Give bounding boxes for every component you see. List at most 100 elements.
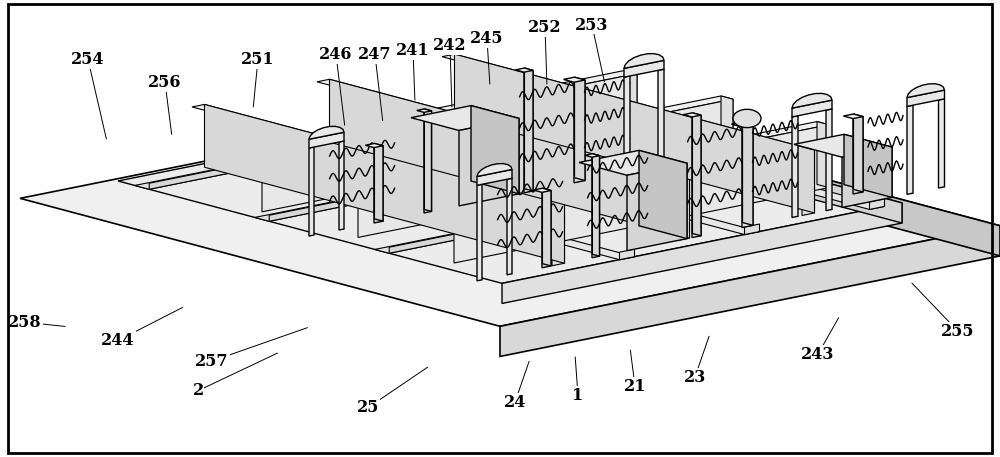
Text: 23: 23: [684, 368, 706, 386]
Polygon shape: [520, 98, 1000, 256]
Text: 256: 256: [148, 74, 182, 91]
Text: 1: 1: [572, 387, 584, 404]
Polygon shape: [442, 122, 829, 200]
Polygon shape: [677, 175, 690, 240]
Ellipse shape: [733, 109, 761, 128]
Polygon shape: [309, 132, 344, 148]
Polygon shape: [518, 101, 902, 223]
Polygon shape: [502, 203, 902, 303]
Polygon shape: [842, 147, 892, 207]
Polygon shape: [907, 90, 944, 106]
Polygon shape: [574, 80, 585, 183]
Polygon shape: [792, 100, 832, 117]
Polygon shape: [500, 226, 1000, 356]
Polygon shape: [262, 74, 637, 212]
Polygon shape: [624, 76, 630, 173]
Polygon shape: [844, 134, 892, 197]
Polygon shape: [731, 122, 753, 127]
Polygon shape: [624, 53, 664, 69]
Polygon shape: [619, 249, 635, 260]
Polygon shape: [624, 60, 664, 77]
Polygon shape: [542, 188, 551, 266]
Polygon shape: [250, 70, 637, 149]
Polygon shape: [683, 113, 701, 117]
Polygon shape: [375, 169, 789, 253]
Polygon shape: [542, 191, 551, 268]
Text: 258: 258: [8, 314, 42, 331]
Polygon shape: [118, 101, 902, 283]
Polygon shape: [507, 178, 512, 275]
Polygon shape: [192, 104, 564, 203]
Polygon shape: [639, 150, 687, 239]
Text: 245: 245: [470, 30, 504, 48]
Text: 2: 2: [192, 382, 204, 399]
Text: 246: 246: [319, 46, 353, 64]
Polygon shape: [374, 143, 383, 221]
Text: 257: 257: [195, 352, 229, 370]
Text: 244: 244: [101, 332, 135, 349]
Polygon shape: [236, 154, 635, 260]
Polygon shape: [515, 68, 533, 72]
Text: 247: 247: [358, 46, 392, 64]
Polygon shape: [477, 170, 512, 186]
Polygon shape: [309, 127, 344, 139]
Text: 251: 251: [241, 51, 275, 68]
Text: 241: 241: [396, 42, 430, 59]
Polygon shape: [907, 84, 944, 98]
Polygon shape: [938, 99, 944, 188]
Text: 24: 24: [504, 393, 526, 411]
Text: 254: 254: [71, 51, 105, 68]
Polygon shape: [330, 80, 690, 238]
Polygon shape: [374, 146, 383, 223]
Text: 252: 252: [528, 19, 562, 36]
Polygon shape: [742, 125, 753, 228]
Polygon shape: [389, 167, 789, 253]
Polygon shape: [442, 54, 814, 153]
Polygon shape: [20, 98, 1000, 326]
Polygon shape: [533, 188, 551, 192]
Polygon shape: [454, 125, 829, 263]
Polygon shape: [843, 114, 863, 119]
Polygon shape: [360, 129, 760, 234]
Polygon shape: [907, 105, 913, 194]
Polygon shape: [454, 54, 814, 213]
Polygon shape: [692, 115, 701, 238]
Polygon shape: [524, 68, 533, 191]
Polygon shape: [365, 143, 383, 148]
Polygon shape: [574, 77, 585, 181]
Polygon shape: [692, 113, 701, 236]
Polygon shape: [309, 147, 314, 236]
Polygon shape: [358, 99, 733, 238]
Polygon shape: [579, 150, 687, 175]
Polygon shape: [792, 93, 832, 108]
Polygon shape: [869, 199, 885, 209]
Polygon shape: [592, 156, 599, 258]
Polygon shape: [721, 96, 733, 162]
Polygon shape: [826, 109, 832, 211]
Polygon shape: [459, 118, 519, 206]
Polygon shape: [853, 117, 863, 194]
Polygon shape: [486, 104, 885, 209]
Polygon shape: [794, 134, 892, 157]
Polygon shape: [205, 104, 564, 263]
Text: 243: 243: [801, 345, 835, 363]
Text: 21: 21: [624, 377, 646, 395]
Polygon shape: [585, 154, 599, 157]
Polygon shape: [269, 135, 669, 221]
Polygon shape: [149, 103, 549, 189]
Polygon shape: [417, 109, 432, 112]
Polygon shape: [524, 70, 533, 193]
Polygon shape: [255, 137, 669, 221]
Polygon shape: [817, 122, 829, 187]
Polygon shape: [625, 70, 637, 136]
Polygon shape: [317, 80, 690, 178]
Polygon shape: [477, 184, 482, 281]
Polygon shape: [346, 96, 733, 175]
Polygon shape: [592, 154, 599, 256]
Text: 255: 255: [941, 323, 975, 340]
Polygon shape: [477, 164, 512, 176]
Polygon shape: [424, 109, 432, 212]
Text: 25: 25: [357, 399, 379, 416]
Polygon shape: [792, 116, 798, 218]
Polygon shape: [411, 106, 519, 131]
